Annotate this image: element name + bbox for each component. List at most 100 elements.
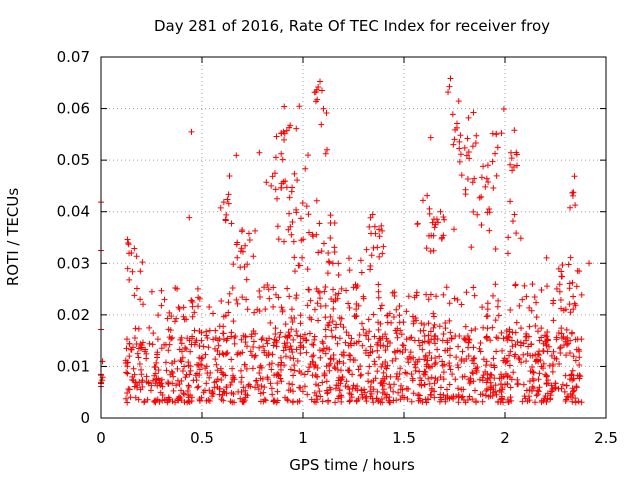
data-point xyxy=(133,285,140,292)
data-point xyxy=(483,358,490,365)
data-point xyxy=(525,343,532,350)
data-point xyxy=(195,303,202,310)
data-point xyxy=(209,310,216,317)
data-point xyxy=(558,335,565,342)
data-points xyxy=(98,75,593,406)
data-point xyxy=(450,141,457,148)
data-point xyxy=(363,332,370,339)
data-point xyxy=(484,325,491,332)
data-point xyxy=(356,331,363,338)
data-point xyxy=(290,336,297,343)
data-point xyxy=(218,297,225,304)
data-point xyxy=(322,302,329,309)
data-point xyxy=(410,320,417,327)
data-point xyxy=(394,370,401,377)
data-point xyxy=(440,331,447,338)
data-point xyxy=(383,394,390,401)
data-point xyxy=(140,301,147,308)
data-point xyxy=(431,380,438,387)
data-point xyxy=(217,365,224,372)
data-point xyxy=(440,369,447,376)
data-point xyxy=(262,306,269,313)
data-point xyxy=(460,386,467,393)
data-point xyxy=(499,347,506,354)
data-point xyxy=(181,363,188,370)
data-point xyxy=(375,326,382,333)
data-point xyxy=(413,292,420,299)
data-point xyxy=(181,316,188,323)
data-point xyxy=(254,306,261,313)
y-tick-labels: 0 0.01 0.02 0.03 0.04 0.05 0.06 0.07 xyxy=(57,48,90,427)
data-point xyxy=(439,358,446,365)
data-point xyxy=(297,215,304,222)
data-point xyxy=(409,375,416,382)
data-point xyxy=(484,300,491,307)
data-point xyxy=(324,398,331,405)
data-point xyxy=(185,397,192,404)
data-point xyxy=(543,254,550,261)
data-point xyxy=(336,335,343,342)
data-point xyxy=(376,354,383,361)
data-point xyxy=(439,362,446,369)
data-point xyxy=(419,339,426,346)
data-point xyxy=(476,345,483,352)
data-point xyxy=(528,341,535,348)
data-point xyxy=(489,392,496,399)
data-point xyxy=(483,175,490,182)
y-tick-label: 0.07 xyxy=(57,48,90,66)
data-point xyxy=(559,273,566,280)
data-point xyxy=(335,290,342,297)
data-point xyxy=(563,341,570,348)
data-point xyxy=(316,388,323,395)
data-point xyxy=(294,357,301,364)
data-point xyxy=(471,175,478,182)
data-point xyxy=(137,296,144,303)
data-point xyxy=(202,365,209,372)
data-point xyxy=(442,398,449,405)
data-point xyxy=(408,398,415,405)
data-point xyxy=(332,334,339,341)
data-point xyxy=(288,326,295,333)
data-point xyxy=(313,392,320,399)
data-point xyxy=(242,394,249,401)
data-point xyxy=(168,368,175,375)
data-point xyxy=(189,335,196,342)
data-point xyxy=(440,214,447,221)
data-point xyxy=(203,397,210,404)
data-point xyxy=(452,376,459,383)
data-point xyxy=(148,288,155,295)
data-point xyxy=(492,281,499,288)
data-point xyxy=(293,209,300,216)
data-point xyxy=(187,348,194,355)
data-point xyxy=(171,318,178,325)
data-point xyxy=(257,362,264,369)
data-point xyxy=(474,211,481,218)
data-point xyxy=(328,356,335,363)
data-point xyxy=(511,211,518,218)
data-point xyxy=(285,387,292,394)
data-point xyxy=(130,365,137,372)
data-point xyxy=(343,378,350,385)
data-point xyxy=(526,386,533,393)
data-point xyxy=(558,385,565,392)
data-point xyxy=(256,293,263,300)
data-point xyxy=(220,199,227,206)
data-point xyxy=(564,393,571,400)
data-point xyxy=(449,371,456,378)
data-point xyxy=(266,335,273,342)
data-point xyxy=(294,332,301,339)
data-point xyxy=(179,367,186,374)
data-point xyxy=(176,346,183,353)
data-point xyxy=(345,300,352,307)
data-point xyxy=(296,103,303,110)
data-point xyxy=(250,327,257,334)
data-point xyxy=(426,349,433,356)
data-point xyxy=(272,186,279,193)
data-point xyxy=(286,194,293,201)
data-point xyxy=(419,346,426,353)
data-point xyxy=(483,333,490,340)
data-point xyxy=(270,303,277,310)
data-point xyxy=(210,391,217,398)
data-point xyxy=(437,394,444,401)
data-point xyxy=(177,336,184,343)
